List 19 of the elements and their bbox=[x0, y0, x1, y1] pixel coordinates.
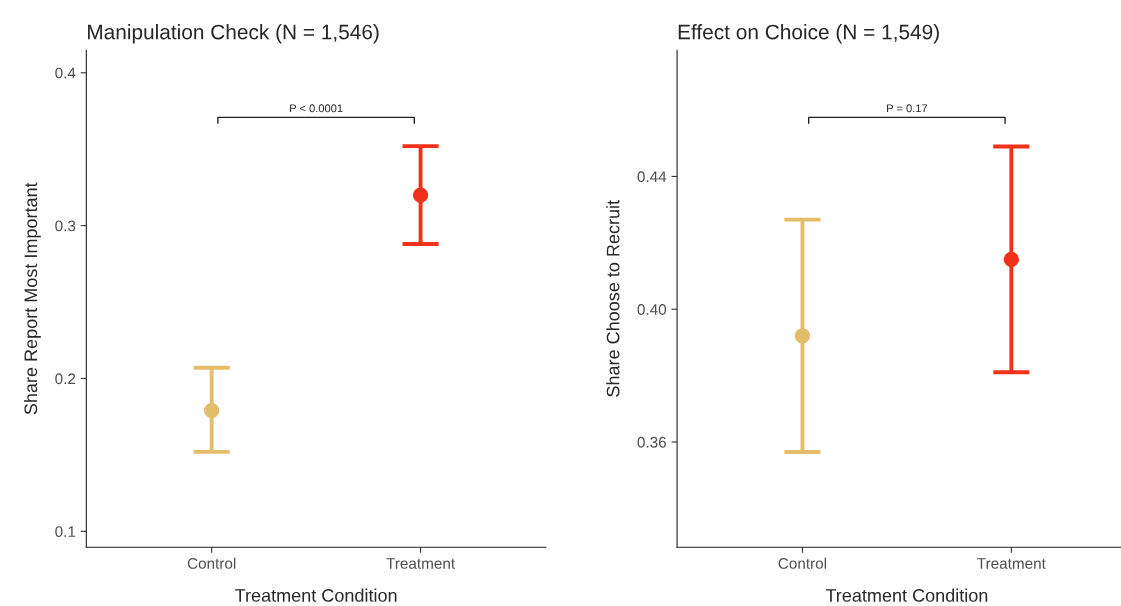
y-tick-label: 0.2 bbox=[55, 373, 76, 385]
x-axis-title: Treatment Condition bbox=[235, 588, 397, 602]
chart-title: Effect on Choice (N = 1,549) bbox=[678, 24, 939, 44]
y-tick-label: 0.3 bbox=[55, 220, 76, 232]
y-axis-title: Share Report Most Important bbox=[23, 182, 41, 415]
chart-title: Manipulation Check (N = 1,546) bbox=[88, 24, 379, 44]
x-tick-label: Control bbox=[187, 557, 236, 569]
annotation: P < 0.0001 bbox=[290, 104, 343, 113]
x-tick-label: Control bbox=[778, 557, 827, 569]
x-tick-label: Treatment bbox=[977, 558, 1046, 569]
y-tick-label: 0.44 bbox=[637, 171, 667, 183]
y-axis-title: Share Choose to Recruit bbox=[606, 200, 620, 397]
x-tick-label: Treatment bbox=[386, 558, 455, 569]
y-tick-label: 0.40 bbox=[637, 304, 667, 315]
x-axis-title: Treatment Condition bbox=[825, 588, 988, 602]
y-tick-label: 0.36 bbox=[637, 436, 666, 448]
y-tick-label: 0.1 bbox=[55, 526, 76, 538]
y-tick-label: 0.4 bbox=[55, 67, 76, 79]
annotation: P = 0.17 bbox=[887, 104, 928, 113]
